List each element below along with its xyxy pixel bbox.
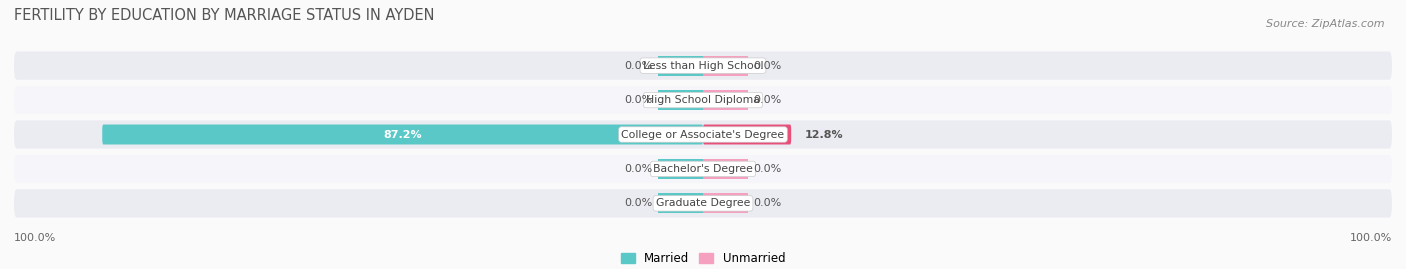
Text: 0.0%: 0.0% (624, 198, 652, 208)
Text: 100.0%: 100.0% (14, 233, 56, 243)
Bar (658, 159, 703, 179)
FancyBboxPatch shape (103, 125, 703, 144)
Bar (703, 159, 748, 179)
Text: 100.0%: 100.0% (1350, 233, 1392, 243)
Text: Less than High School: Less than High School (643, 61, 763, 71)
Text: College or Associate's Degree: College or Associate's Degree (621, 129, 785, 140)
FancyBboxPatch shape (14, 121, 1392, 148)
Text: 0.0%: 0.0% (624, 95, 652, 105)
Legend: Married, Unmarried: Married, Unmarried (616, 247, 790, 269)
Text: 0.0%: 0.0% (754, 95, 782, 105)
Text: 87.2%: 87.2% (384, 129, 422, 140)
Text: 0.0%: 0.0% (754, 198, 782, 208)
Text: High School Diploma: High School Diploma (647, 95, 759, 105)
Text: 0.0%: 0.0% (624, 61, 652, 71)
Text: 12.8%: 12.8% (806, 129, 844, 140)
Bar (658, 90, 703, 110)
FancyBboxPatch shape (14, 189, 1392, 217)
FancyBboxPatch shape (14, 86, 1392, 114)
Bar (703, 56, 748, 76)
FancyBboxPatch shape (14, 155, 1392, 183)
Text: 0.0%: 0.0% (624, 164, 652, 174)
Text: Bachelor's Degree: Bachelor's Degree (652, 164, 754, 174)
FancyBboxPatch shape (703, 125, 792, 144)
Text: 0.0%: 0.0% (754, 61, 782, 71)
FancyBboxPatch shape (14, 52, 1392, 80)
Bar (658, 56, 703, 76)
Bar (703, 90, 748, 110)
Text: Source: ZipAtlas.com: Source: ZipAtlas.com (1267, 19, 1385, 29)
Text: Graduate Degree: Graduate Degree (655, 198, 751, 208)
Text: FERTILITY BY EDUCATION BY MARRIAGE STATUS IN AYDEN: FERTILITY BY EDUCATION BY MARRIAGE STATU… (14, 8, 434, 23)
Text: 0.0%: 0.0% (754, 164, 782, 174)
Bar (703, 193, 748, 213)
Bar (658, 193, 703, 213)
